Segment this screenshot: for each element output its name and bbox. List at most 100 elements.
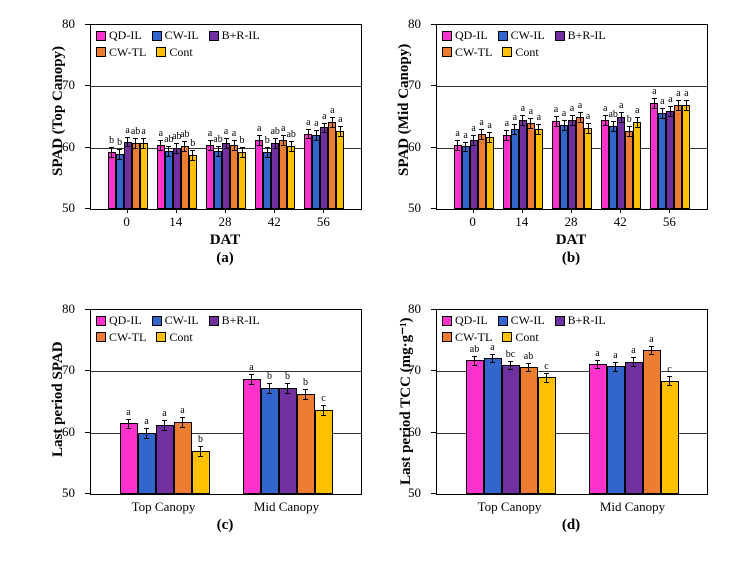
legend-swatch — [152, 31, 162, 41]
xtick-mark — [274, 208, 275, 213]
significance-letter: a — [474, 117, 490, 128]
error-cap — [627, 126, 632, 127]
legend-item-b+r-il: B+R-IL — [209, 28, 260, 43]
bar — [120, 423, 138, 494]
error-cap — [174, 153, 179, 154]
legend-label: CW-IL — [165, 28, 199, 43]
significance-letter: a — [597, 103, 613, 114]
error-bar — [160, 140, 161, 150]
bar — [478, 134, 486, 209]
ytick-mark — [431, 208, 436, 209]
error-bar — [633, 357, 634, 366]
legend-swatch — [442, 316, 452, 326]
error-cap — [109, 157, 114, 158]
legend-label: QD-IL — [455, 313, 488, 328]
legend: QD-ILCW-ILB+R-ILCW-TLCont — [442, 28, 616, 61]
legend: QD-ILCW-ILB+R-ILCW-TLCont — [96, 313, 270, 346]
error-cap — [463, 151, 468, 152]
legend-item-cw-tl: CW-TL — [96, 330, 146, 345]
significance-letter: a — [629, 105, 645, 116]
xtick-mark — [522, 208, 523, 213]
error-bar — [226, 138, 227, 148]
error-cap — [536, 124, 541, 125]
error-cap — [141, 138, 146, 139]
error-cap — [232, 150, 237, 151]
error-cap — [174, 143, 179, 144]
bar — [132, 143, 140, 209]
error-cap — [306, 129, 311, 130]
bar — [238, 152, 246, 209]
legend-label: Cont — [169, 330, 192, 345]
error-cap — [330, 117, 335, 118]
panel-d: ababcabcaaaac50607080Last period TCC (mg… — [376, 295, 706, 545]
error-bar — [210, 140, 211, 150]
error-bar — [669, 376, 670, 385]
significance-letter: a — [153, 128, 169, 139]
bar — [328, 122, 336, 209]
error-cap — [611, 131, 616, 132]
error-cap — [285, 383, 290, 384]
bar — [576, 117, 584, 209]
error-cap — [471, 135, 476, 136]
error-cap — [232, 140, 237, 141]
error-bar — [613, 121, 614, 131]
error-bar — [530, 118, 531, 128]
error-cap — [472, 356, 477, 357]
bar — [181, 146, 189, 209]
error-cap — [257, 145, 262, 146]
legend-label: CW-TL — [109, 45, 146, 60]
error-cap — [117, 159, 122, 160]
bar — [538, 377, 556, 494]
error-bar — [269, 383, 270, 393]
error-bar — [340, 126, 341, 136]
error-cap — [303, 389, 308, 390]
error-cap — [216, 156, 221, 157]
legend-label: CW-IL — [511, 28, 545, 43]
error-cap — [144, 438, 149, 439]
error-cap — [667, 376, 672, 377]
error-cap — [208, 150, 213, 151]
significance-letter: a — [515, 103, 531, 114]
bar — [560, 125, 568, 209]
error-bar — [615, 362, 616, 371]
error-cap — [504, 130, 509, 131]
panel-c: aaaababbbc50607080Last period SPADTop Ca… — [30, 295, 360, 545]
legend-swatch — [442, 47, 452, 57]
xtick-label: Mid Canopy — [593, 499, 673, 515]
error-cap — [257, 135, 262, 136]
error-bar — [127, 137, 128, 147]
error-cap — [303, 399, 308, 400]
error-cap — [520, 125, 525, 126]
error-bar — [242, 147, 243, 157]
significance-letter: a — [136, 126, 152, 137]
error-bar — [654, 98, 655, 108]
error-bar — [146, 428, 147, 438]
error-cap — [133, 148, 138, 149]
ytick-mark — [85, 85, 90, 86]
error-bar — [457, 140, 458, 150]
bar — [454, 145, 462, 209]
error-cap — [133, 138, 138, 139]
ytick-mark — [85, 208, 90, 209]
error-cap — [281, 135, 286, 136]
bar — [189, 155, 197, 209]
ytick-label: 50 — [408, 485, 421, 501]
bar — [255, 140, 263, 209]
bar — [156, 425, 174, 494]
error-cap — [490, 362, 495, 363]
error-cap — [125, 146, 130, 147]
xtick-mark — [127, 208, 128, 213]
ytick-mark — [431, 370, 436, 371]
bar — [511, 129, 519, 209]
gridline — [91, 86, 361, 87]
x-axis-title: DAT — [90, 232, 360, 249]
bar — [466, 360, 484, 494]
error-bar — [514, 124, 515, 134]
significance-letter: a — [626, 345, 642, 356]
ytick-mark — [431, 85, 436, 86]
xtick-mark — [620, 208, 621, 213]
error-cap — [504, 140, 509, 141]
bar — [336, 131, 344, 209]
xtick-mark — [176, 208, 177, 213]
bar — [682, 105, 690, 209]
